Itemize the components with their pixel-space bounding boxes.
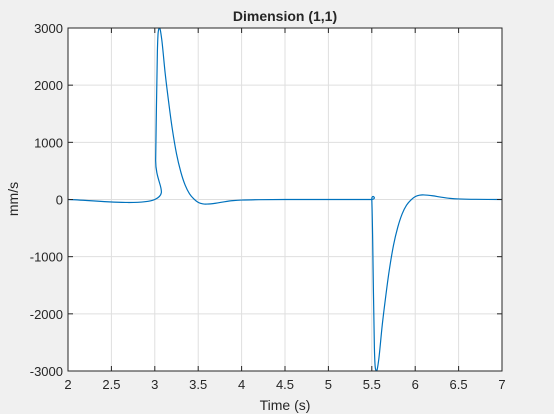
series-layer (68, 28, 502, 371)
y-tick-label: -3000 (30, 364, 63, 379)
x-axis-label: Time (s) (260, 397, 311, 413)
x-tick-label: 2 (64, 377, 71, 392)
x-tick-label: 5.5 (363, 377, 381, 392)
y-tick-label: 3000 (34, 21, 63, 36)
y-axis-label: mm/s (5, 182, 21, 216)
x-tick-label: 3 (151, 377, 158, 392)
x-tick-label: 7 (498, 377, 505, 392)
y-tick-label: -1000 (30, 250, 63, 265)
chart-title: Dimension (1,1) (233, 8, 337, 24)
y-tick-label: 1000 (34, 135, 63, 150)
x-tick-label: 6.5 (450, 377, 468, 392)
x-tick-label: 4 (238, 377, 245, 392)
axis-layer: 2 2.5 3 3.5 4 4.5 5 5.5 6 6.5 7 -3000 -2000 -1000 0 100… (30, 21, 506, 392)
x-tick-label: 3.5 (189, 377, 207, 392)
series-line (68, 28, 502, 371)
y-tick-label: 2000 (34, 78, 63, 93)
axes-box (67, 27, 503, 372)
x-tick-label: 6 (412, 377, 419, 392)
x-tick-label: 4.5 (276, 377, 294, 392)
x-tick-label: 2.5 (102, 377, 120, 392)
y-tick-label: 0 (56, 193, 63, 208)
x-tick-label: 5 (325, 377, 332, 392)
y-tick-label: -2000 (30, 307, 63, 322)
